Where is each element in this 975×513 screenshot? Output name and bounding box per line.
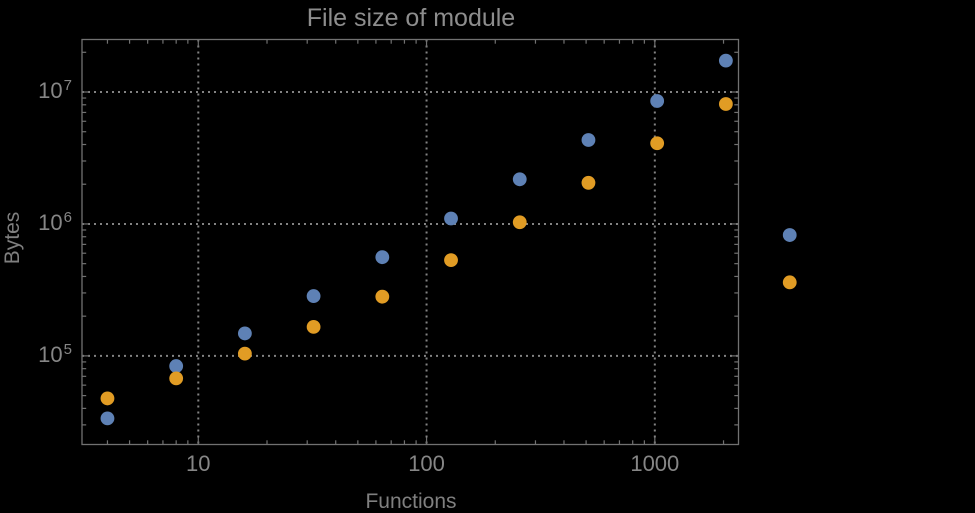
data-point-series-blue-x1024 [650,94,665,108]
plot-frame [81,38,740,446]
data-point-series-blue-x2048 [718,53,733,68]
data-point-series-blue-x256 [512,172,527,187]
y-tick-base: 10 [38,341,63,367]
y-tick-label-1e7: 107 [0,77,72,107]
y-tick-exponent: 5 [63,340,72,358]
y-tick-exponent: 7 [63,77,72,94]
x-tick-label-10: 10 [186,451,211,476]
chart-title: File size of module [306,4,516,32]
data-point-series-orange-x512 [581,175,596,190]
data-point-series-orange-x8 [169,371,184,386]
data-point-series-blue-x512 [581,133,596,147]
x-axis-label: Functions [365,490,457,513]
data-point-series-blue-x32 [306,289,321,303]
data-point-series-orange-x32 [306,319,321,334]
data-point-series-blue-x128 [444,211,458,226]
y-tick-label-1e6: 106 [0,208,72,239]
data-point-series-orange-x3900 [782,275,797,290]
x-tick-label-100: 100 [408,451,445,476]
data-point-series-orange-x1024 [650,136,665,151]
y-tick-base: 10 [38,78,63,103]
data-point-series-orange-x16 [237,346,252,361]
data-point-series-blue-x4 [100,411,115,426]
y-tick-base: 10 [38,209,63,235]
data-point-series-blue-x16 [237,326,252,341]
x-tick-label-1000: 1000 [630,451,680,476]
data-point-series-orange-x2048 [718,97,733,111]
y-tick-label-1e5: 105 [0,340,72,371]
data-point-series-blue-x3900 [782,228,797,242]
data-point-series-blue-x64 [375,250,390,265]
data-point-series-blue-x8 [169,359,184,373]
data-point-series-orange-x64 [375,289,390,304]
y-tick-exponent: 6 [63,208,72,226]
data-point-series-orange-x4 [100,391,115,406]
data-point-series-orange-x128 [444,253,458,268]
data-point-series-orange-x256 [512,215,527,230]
